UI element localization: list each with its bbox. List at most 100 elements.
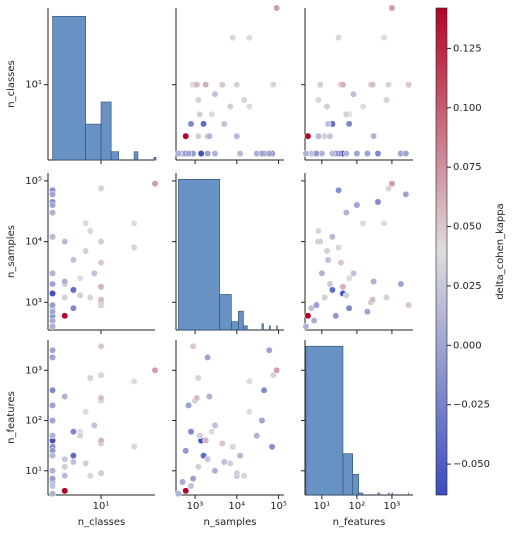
scatter-point: [324, 248, 330, 254]
scatter-point: [87, 375, 93, 381]
x-tick-label: 10³: [384, 501, 401, 512]
scatter-point: [185, 150, 191, 156]
scatter-point: [329, 287, 335, 293]
scatter-point: [354, 202, 360, 208]
scatter-point: [333, 313, 339, 319]
hist-bar: [231, 322, 238, 330]
scatter-point: [98, 297, 104, 303]
scatter-point: [261, 387, 267, 393]
scatter-point: [354, 150, 360, 156]
y-tick-label: 10²: [25, 416, 42, 427]
scatter-point: [175, 491, 181, 497]
x-axis-label: n_classes: [78, 517, 126, 528]
scatter-point: [325, 121, 331, 127]
hist-bar: [359, 493, 363, 495]
scatter-point: [77, 432, 83, 438]
hist-bar: [262, 324, 264, 330]
scatter-point: [87, 228, 93, 234]
hist-bar: [178, 179, 219, 330]
scatter-point: [179, 479, 185, 485]
scatter-point: [360, 220, 366, 226]
scatter-point: [98, 238, 104, 244]
scatter-point: [62, 456, 68, 462]
scatter-point: [188, 121, 194, 127]
scatter-point: [303, 150, 309, 156]
scatter-point: [317, 81, 323, 87]
scatter-point: [195, 375, 201, 381]
scatter-point: [346, 305, 352, 311]
scatter-point: [360, 103, 366, 109]
y-tick-label: 10³: [25, 365, 42, 376]
scatter-point: [375, 199, 381, 205]
x-tick-label: 10⁴: [228, 501, 245, 512]
scatter-point: [234, 470, 240, 476]
scatter-point: [91, 270, 97, 276]
scatter-point: [364, 309, 370, 315]
scatter-point: [49, 347, 55, 353]
scatter-point: [370, 133, 376, 139]
scatter-point: [98, 343, 104, 349]
scatter-point: [246, 103, 252, 109]
hist-bar: [154, 157, 156, 160]
scatter-point: [49, 234, 55, 240]
hist-bar: [269, 326, 270, 330]
scatter-point: [311, 317, 317, 323]
hist-bar: [101, 102, 111, 160]
scatter-point: [350, 270, 356, 276]
scatter-point: [131, 220, 137, 226]
hist-bar: [86, 124, 101, 160]
colorbar-tick-label: 0.025: [453, 281, 482, 292]
colorbar-tick-label: 0.125: [453, 43, 482, 54]
scatter-point: [246, 408, 252, 414]
y-axis-label: n_features: [6, 391, 17, 444]
scatter-point: [87, 472, 93, 478]
scatter-point: [204, 150, 210, 156]
panel: [301, 5, 413, 164]
scatter-point: [49, 270, 55, 276]
scatter-point: [335, 34, 341, 40]
scatter-point: [190, 343, 196, 349]
scatter-point: [131, 444, 137, 450]
scatter-point: [385, 185, 391, 191]
scatter-point: [131, 244, 137, 250]
scatter-point: [49, 209, 55, 215]
scatter-point: [49, 191, 55, 197]
scatter-point: [383, 97, 389, 103]
x-axis-label: n_features: [333, 517, 386, 528]
scatter-point: [98, 395, 104, 401]
scatter-point: [266, 347, 272, 353]
scatter-point: [305, 133, 311, 139]
scatter-point: [49, 309, 55, 315]
scatter-point: [324, 103, 330, 109]
scatter-point: [335, 244, 341, 250]
scatter-point: [206, 133, 212, 139]
scatter-point: [82, 248, 88, 254]
x-tick-label: 10⁵: [270, 501, 287, 512]
scatter-point: [259, 417, 265, 423]
scatter-point: [195, 133, 201, 139]
scatter-point: [49, 417, 55, 423]
x-tick-label: 10¹: [313, 501, 330, 512]
hist-bar: [134, 152, 138, 160]
scatter-point: [313, 302, 319, 308]
scatter-point: [204, 354, 210, 360]
x-tick-label: 10³: [187, 501, 204, 512]
colorbar-tick-label: 0.100: [453, 103, 482, 114]
scatter-point: [212, 150, 218, 156]
y-tick-label: 10¹: [25, 80, 42, 91]
scatter-point: [350, 91, 356, 97]
scatter-point: [49, 387, 55, 393]
scatter-point: [49, 323, 55, 329]
scatter-point: [183, 488, 189, 494]
scatter-point: [49, 290, 55, 296]
scatter-point: [200, 121, 206, 127]
scatter-point: [364, 150, 370, 156]
scatter-point: [49, 491, 55, 497]
y-tick-label: 10¹: [25, 466, 42, 477]
scatter-point: [82, 408, 88, 414]
scatter-point: [237, 452, 243, 458]
scatter-point: [405, 81, 411, 87]
y-tick-label: 10⁴: [25, 237, 42, 248]
hist-bar: [111, 152, 119, 160]
